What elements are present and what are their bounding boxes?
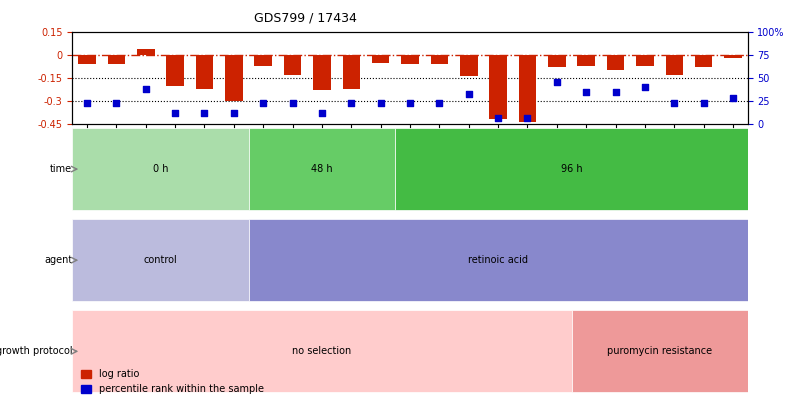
Text: puromycin resistance: puromycin resistance bbox=[606, 346, 711, 356]
Bar bbox=[694, 55, 711, 67]
Point bbox=[491, 115, 504, 122]
Point bbox=[80, 100, 93, 107]
Bar bbox=[489, 55, 507, 119]
Point bbox=[315, 109, 328, 116]
Point bbox=[726, 95, 739, 101]
Bar bbox=[548, 55, 565, 67]
Point bbox=[550, 78, 563, 85]
Bar bbox=[518, 55, 536, 122]
Text: GDS799 / 17434: GDS799 / 17434 bbox=[254, 11, 357, 24]
Bar bbox=[430, 55, 447, 64]
Text: retinoic acid: retinoic acid bbox=[467, 255, 528, 265]
Point bbox=[638, 84, 650, 90]
Point bbox=[198, 109, 210, 116]
Bar bbox=[401, 55, 418, 64]
Point bbox=[286, 100, 299, 107]
FancyBboxPatch shape bbox=[248, 128, 395, 210]
Point bbox=[227, 109, 240, 116]
Bar bbox=[283, 55, 301, 75]
FancyBboxPatch shape bbox=[72, 128, 248, 210]
Point bbox=[256, 100, 269, 107]
Point bbox=[403, 100, 416, 107]
Text: 96 h: 96 h bbox=[560, 164, 581, 174]
Bar bbox=[665, 55, 683, 75]
Point bbox=[462, 91, 475, 98]
Bar bbox=[225, 55, 243, 101]
Bar bbox=[635, 55, 653, 66]
Text: growth protocol: growth protocol bbox=[0, 346, 72, 356]
FancyBboxPatch shape bbox=[248, 219, 747, 301]
Point bbox=[110, 100, 123, 107]
Point bbox=[609, 88, 622, 95]
Point bbox=[373, 100, 386, 107]
Bar bbox=[312, 55, 330, 90]
FancyBboxPatch shape bbox=[395, 128, 747, 210]
Point bbox=[169, 109, 181, 116]
Text: agent: agent bbox=[44, 255, 72, 265]
Bar bbox=[78, 55, 96, 64]
Point bbox=[696, 100, 709, 107]
Legend: log ratio, percentile rank within the sample: log ratio, percentile rank within the sa… bbox=[77, 365, 267, 398]
FancyBboxPatch shape bbox=[72, 310, 571, 392]
Text: 48 h: 48 h bbox=[311, 164, 332, 174]
Text: control: control bbox=[144, 255, 177, 265]
Point bbox=[520, 115, 533, 122]
Bar bbox=[108, 55, 125, 64]
Bar bbox=[606, 55, 624, 70]
Point bbox=[344, 100, 357, 107]
Text: no selection: no selection bbox=[292, 346, 351, 356]
Bar bbox=[459, 55, 477, 77]
Bar bbox=[577, 55, 594, 66]
FancyBboxPatch shape bbox=[571, 310, 747, 392]
FancyBboxPatch shape bbox=[72, 219, 248, 301]
Bar bbox=[254, 55, 271, 66]
Point bbox=[667, 100, 680, 107]
Text: 0 h: 0 h bbox=[153, 164, 168, 174]
Bar bbox=[195, 55, 213, 89]
Point bbox=[139, 85, 152, 92]
Bar bbox=[166, 55, 184, 85]
Bar bbox=[137, 49, 154, 55]
Bar bbox=[342, 55, 360, 89]
Bar bbox=[724, 55, 741, 58]
Point bbox=[579, 88, 592, 95]
Text: time: time bbox=[50, 164, 72, 174]
Bar bbox=[372, 55, 389, 63]
Point bbox=[433, 100, 446, 107]
